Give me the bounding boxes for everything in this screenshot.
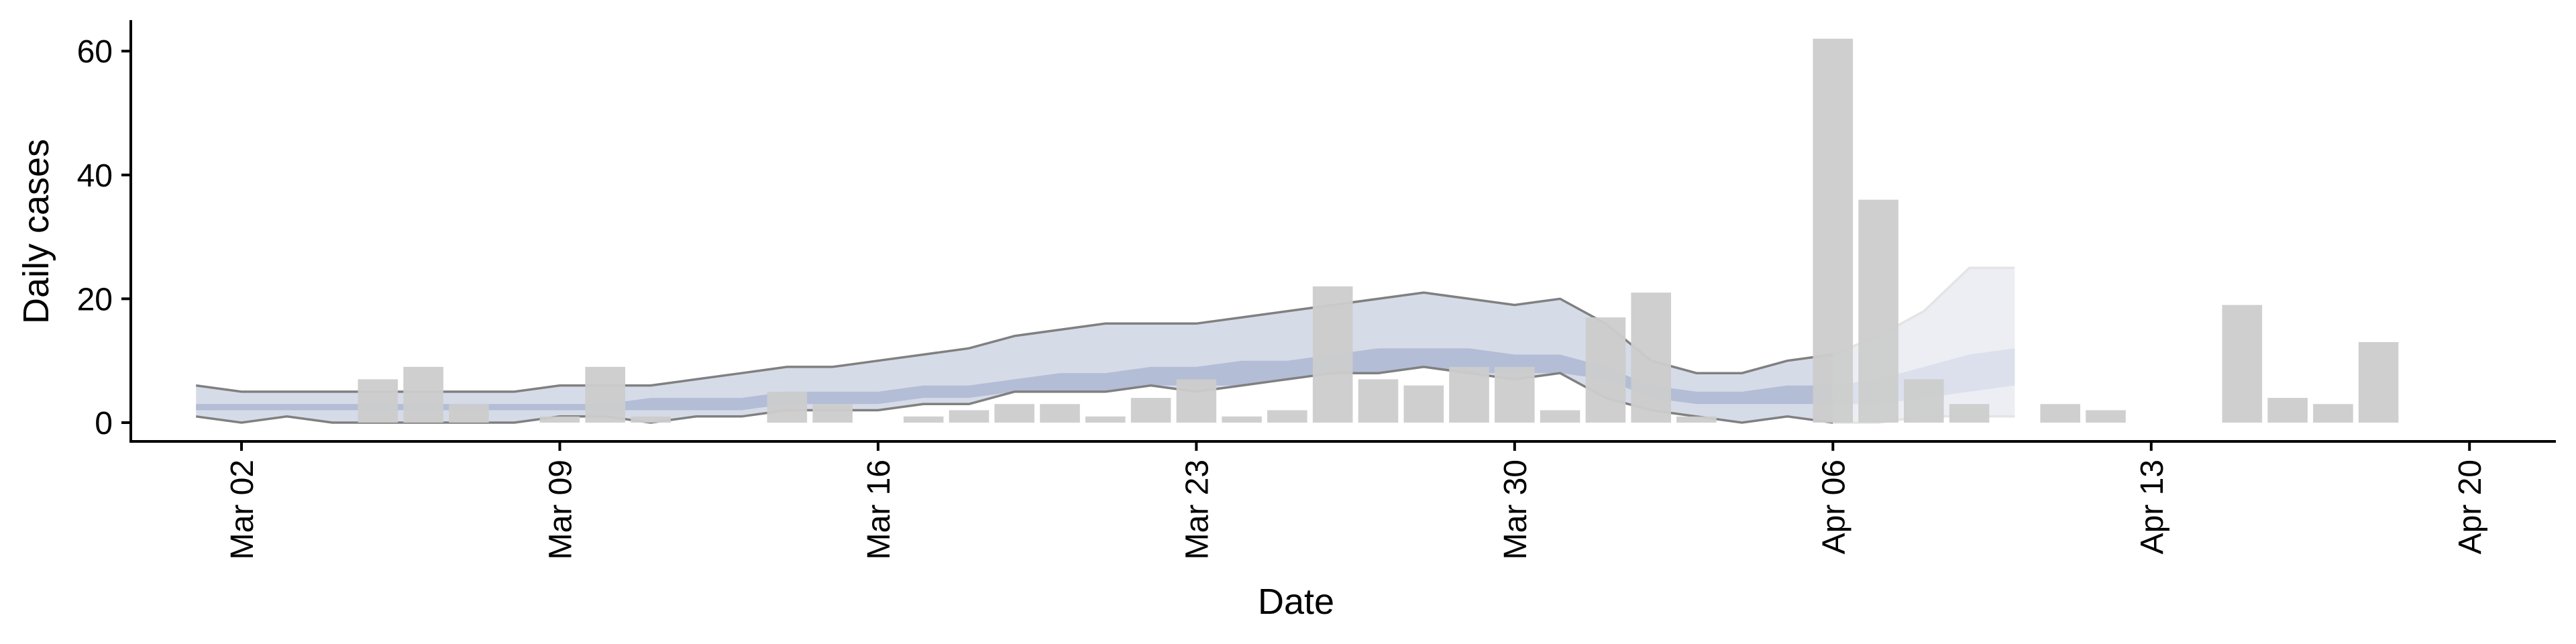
y-tick-label: 60 [77, 34, 113, 70]
y-ticks: 0 20 40 60 [77, 34, 131, 441]
bar [903, 416, 944, 423]
bar [1540, 410, 1580, 423]
y-tick-label: 0 [95, 406, 113, 441]
bar [1449, 366, 1489, 423]
bar [2086, 410, 2126, 423]
bar [1676, 416, 1717, 423]
bar [631, 416, 671, 423]
bar [1585, 317, 1626, 423]
bar [358, 379, 398, 423]
bar [994, 404, 1034, 423]
case-bars [358, 38, 2399, 423]
x-tick-label: Apr 20 [2453, 460, 2488, 554]
y-axis-title: Daily cases [16, 139, 56, 324]
bar [1358, 379, 1399, 423]
bar [2313, 404, 2353, 423]
x-tick-label: Mar 02 [225, 460, 260, 559]
bar [2040, 404, 2080, 423]
bar [403, 366, 443, 423]
upper-bound-line-0 [195, 291, 1833, 393]
bar [1130, 398, 1171, 423]
bar [1495, 366, 1535, 423]
bar [1312, 286, 1353, 423]
nowcast-bands [195, 266, 2015, 424]
bar [1040, 404, 1080, 423]
x-tick-label: Mar 23 [1179, 460, 1215, 559]
x-tick-label: Mar 16 [861, 460, 897, 559]
bar [1949, 404, 1990, 423]
bar [449, 404, 489, 423]
bar [1904, 379, 1944, 423]
x-tick-label: Mar 30 [1498, 460, 1534, 559]
bar [1813, 38, 1854, 423]
x-tick-label: Mar 09 [543, 460, 579, 559]
inner-band-0 [196, 348, 1833, 411]
bar [767, 391, 808, 423]
bar [1267, 410, 1307, 423]
bar [1403, 385, 1444, 423]
bar [585, 366, 625, 423]
bar [2222, 305, 2263, 423]
x-tick-label: Apr 13 [2135, 460, 2170, 554]
bar [539, 416, 580, 423]
y-tick-label: 40 [77, 158, 113, 194]
y-tick-label: 20 [77, 282, 113, 317]
bar [1176, 379, 1217, 423]
x-axis-title: Date [1258, 582, 1334, 622]
x-ticks: Mar 02 Mar 09 Mar 16 Mar 23 Mar 30 Apr 06 Apr … [225, 441, 2488, 559]
bar [2267, 398, 2308, 423]
bar [812, 404, 853, 423]
bar [1085, 416, 1126, 423]
bar [2358, 342, 2399, 423]
bar [949, 410, 989, 423]
x-tick-label: Apr 06 [1816, 460, 1851, 554]
bar [1858, 199, 1898, 423]
bar [1222, 416, 1262, 423]
bar [1631, 292, 1671, 423]
